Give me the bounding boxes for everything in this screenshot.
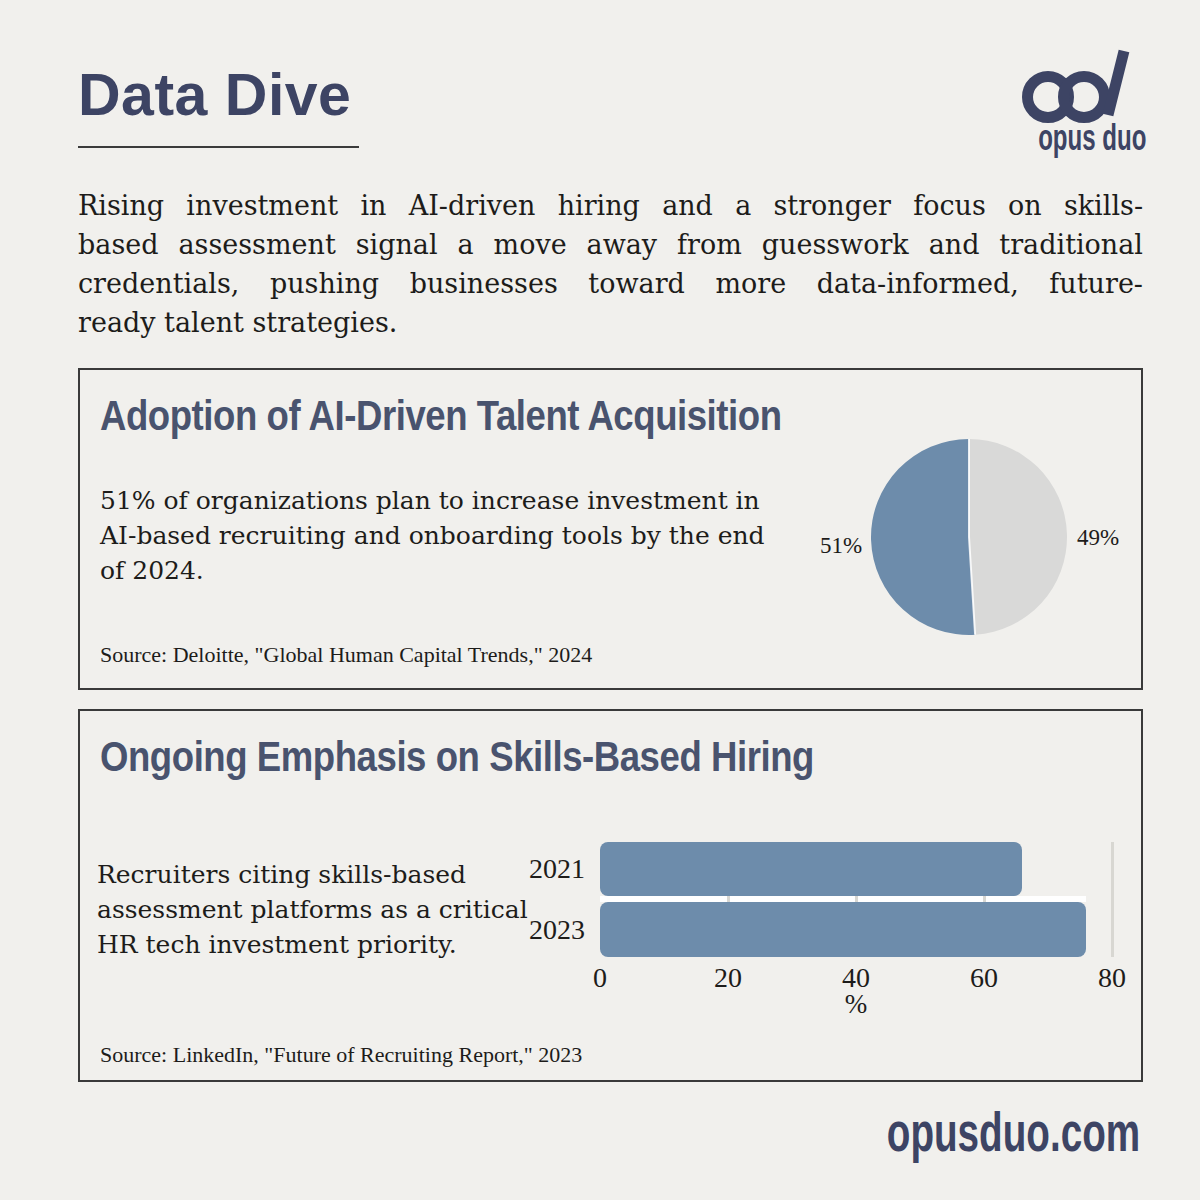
section-card-ai-adoption: Adoption of AI-Driven Talent Acquisition… [78, 368, 1143, 690]
website-url: opusduo.com [773, 1104, 1140, 1160]
section-body: Recruiters citing skills-based assessmen… [97, 857, 528, 962]
pie-label-secondary: 49% [1077, 525, 1119, 551]
opus-duo-logo-icon [1022, 45, 1132, 125]
bar-2021 [600, 842, 1022, 896]
section-title: Adoption of AI-Driven Talent Acquisition [100, 393, 883, 439]
bar-2023 [600, 902, 1086, 957]
infographic-page: Data Dive opus duo Rising investment in … [0, 0, 1200, 1200]
x-tick-label: 0 [560, 964, 640, 992]
intro-line: credentials, pushing businesses toward m… [78, 264, 1143, 303]
x-tick-label: 80 [1072, 964, 1152, 992]
section-title: Ongoing Emphasis on Skills-Based Hiring [100, 734, 921, 780]
section-source: Source: LinkedIn, "Future of Recruiting … [100, 1042, 582, 1068]
x-tick-label: 60 [944, 964, 1024, 992]
pie-slice-primary [871, 439, 975, 635]
pie-chart [870, 438, 1068, 636]
gridline [1111, 842, 1114, 957]
x-tick-label: 40 [816, 964, 896, 992]
intro-paragraph: Rising investment in AI-driven hiring an… [78, 186, 1143, 342]
section-source: Source: Deloitte, "Global Human Capital … [100, 642, 592, 668]
page-title: Data Dive [78, 66, 351, 125]
section-body: 51% of organizations plan to increase in… [100, 483, 765, 588]
section-card-skills-hiring: Ongoing Emphasis on Skills-Based Hiring … [78, 709, 1143, 1082]
category-label: 2021 [465, 855, 585, 883]
x-axis-label: % [816, 989, 896, 1020]
pie-slice-secondary [969, 439, 1067, 635]
intro-line: ready talent strategies. [78, 303, 1143, 342]
intro-line: based assessment signal a move away from… [78, 225, 1143, 264]
category-label: 2023 [465, 916, 585, 944]
x-tick-label: 20 [688, 964, 768, 992]
intro-line: Rising investment in AI-driven hiring an… [78, 186, 1143, 225]
bar-chart: % 20212023020406080 [600, 842, 1120, 957]
brand-name: opus duo [1009, 119, 1143, 156]
pie-label-primary: 51% [820, 533, 862, 559]
title-underline [78, 146, 359, 148]
